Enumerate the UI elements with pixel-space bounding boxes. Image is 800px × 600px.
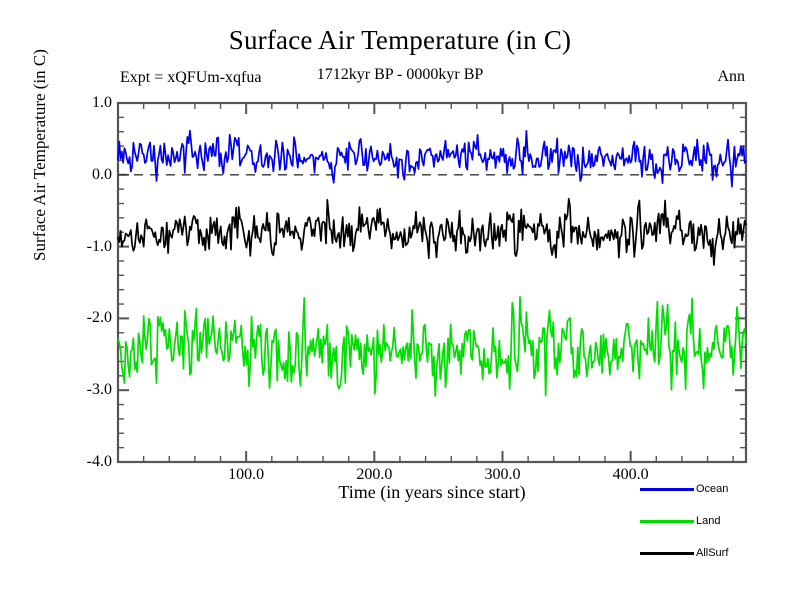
y-tick-label: 0.0	[92, 165, 112, 183]
chart-legend: Ocean Land AllSurf	[640, 481, 790, 566]
y-tick-label: -4.0	[86, 453, 112, 470]
y-tick-label: -3.0	[86, 381, 112, 399]
x-axis-label: Time (in years since start)	[338, 482, 526, 502]
x-tick-label: 100.0	[228, 466, 265, 483]
chart-title: Surface Air Temperature (in C)	[228, 25, 572, 55]
legend-swatch-allsurf	[640, 552, 694, 555]
y-tick-label: -2.0	[86, 309, 112, 327]
chart-subtitle: 1712kyr BP - 0000kyr BP	[316, 66, 484, 83]
y-tick-label-group: 1.0 0.0 -1.0 -2.0 -3.0 -4.0	[60, 0, 112, 600]
x-tick-label: 400.0	[612, 466, 649, 483]
legend-item-ocean[interactable]: Ocean	[640, 481, 790, 497]
period-label: Ann	[717, 68, 745, 85]
legend-swatch-ocean	[640, 488, 694, 491]
series-line-land	[117, 296, 747, 397]
legend-swatch-land	[640, 520, 694, 523]
plot-frame	[116, 101, 748, 464]
legend-label: Ocean	[696, 483, 729, 495]
legend-item-land[interactable]: Land	[640, 513, 790, 529]
series-line-allsurf	[117, 197, 747, 266]
y-tick-label: 1.0	[92, 94, 112, 111]
series-line-ocean	[117, 129, 747, 188]
legend-label: Land	[696, 515, 721, 527]
x-tick-label: 300.0	[484, 466, 521, 483]
x-tick-label: 200.0	[356, 466, 393, 483]
y-tick-label: -1.0	[86, 237, 112, 255]
experiment-label: Expt = xQFUm-xqfua	[120, 69, 262, 86]
legend-label: AllSurf	[696, 547, 729, 559]
legend-item-allsurf[interactable]: AllSurf	[640, 545, 790, 561]
